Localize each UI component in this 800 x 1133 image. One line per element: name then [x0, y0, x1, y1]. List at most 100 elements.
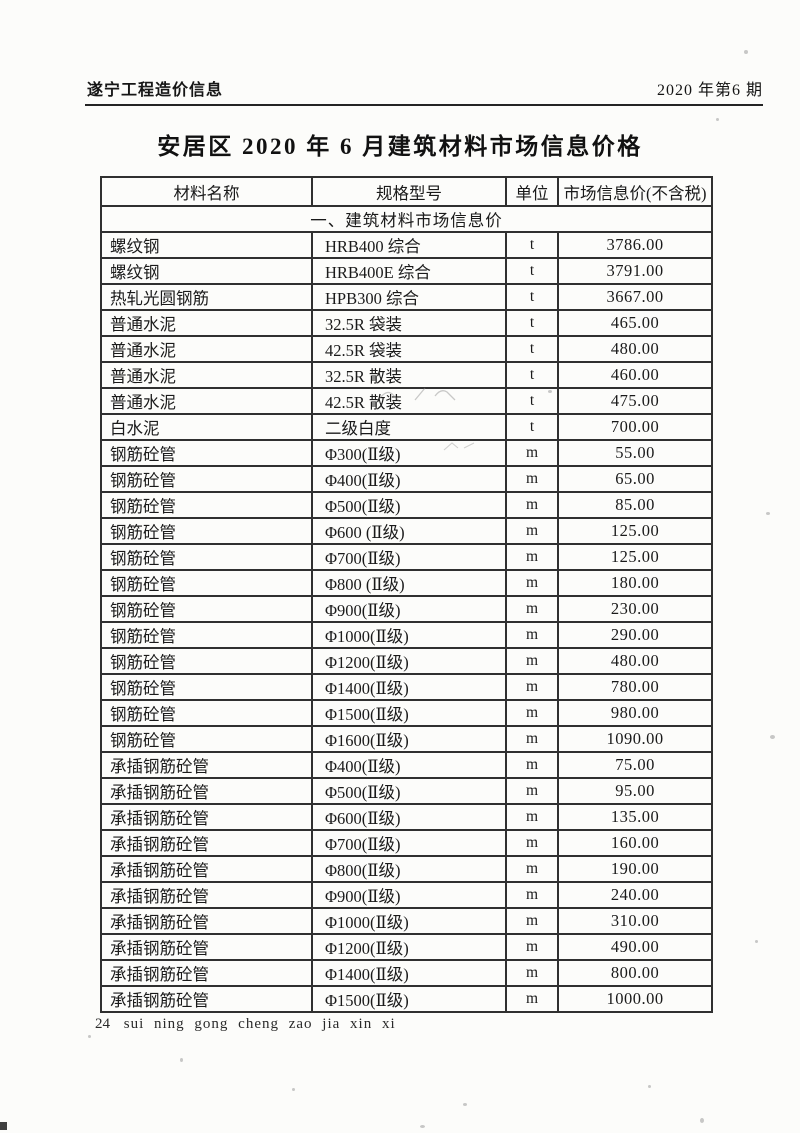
spec-cell: Φ500(Ⅱ级): [311, 491, 507, 519]
section-header-row: 一、建筑材料市场信息价: [100, 205, 713, 233]
document-title: 安居区 2020 年 6 月建筑材料市场信息价格: [157, 134, 643, 159]
unit-cell: m: [505, 543, 559, 571]
price-cell: 65.00: [557, 465, 713, 493]
spec-cell: 32.5R 袋装: [311, 309, 507, 337]
price-cell: 800.00: [557, 959, 713, 987]
table-row: 普通水泥 42.5R 袋装 t 480.00: [100, 335, 713, 363]
unit-cell: m: [505, 595, 559, 623]
price-cell: 1000.00: [557, 985, 713, 1013]
table-row: 钢筋砼管 Φ900(Ⅱ级) m 230.00: [100, 595, 713, 623]
unit-cell: m: [505, 465, 559, 493]
material-name-cell: 承插钢筋砼管: [100, 933, 313, 961]
material-name-cell: 承插钢筋砼管: [100, 855, 313, 883]
material-name-cell: 白水泥: [100, 413, 313, 441]
journal-title: 遂宁工程造价信息: [87, 82, 224, 99]
unit-cell: t: [505, 413, 559, 441]
material-name-cell: 钢筋砼管: [100, 517, 313, 545]
material-name-cell: 螺纹钢: [100, 231, 313, 259]
material-name-cell: 螺纹钢: [100, 257, 313, 285]
page-footer: 24 sui ning gong cheng zao jia xin xi: [95, 1016, 396, 1033]
price-cell: 490.00: [557, 933, 713, 961]
table-row: 热轧光圆钢筋 HPB300 综合 t 3667.00: [100, 283, 713, 311]
table-row: 白水泥 二级白度 t 700.00: [100, 413, 713, 441]
price-cell: 480.00: [557, 647, 713, 675]
unit-cell: m: [505, 621, 559, 649]
material-name-cell: 普通水泥: [100, 335, 313, 363]
table-row: 承插钢筋砼管 Φ900(Ⅱ级) m 240.00: [100, 881, 713, 909]
table-row: 承插钢筋砼管 Φ400(Ⅱ级) m 75.00: [100, 751, 713, 779]
material-name-cell: 钢筋砼管: [100, 647, 313, 675]
price-cell: 230.00: [557, 595, 713, 623]
unit-cell: m: [505, 829, 559, 857]
table-row: 钢筋砼管 Φ700(Ⅱ级) m 125.00: [100, 543, 713, 571]
column-header-price: 市场信息价(不含税): [557, 176, 713, 207]
material-name-cell: 普通水泥: [100, 361, 313, 389]
material-name-cell: 承插钢筋砼管: [100, 777, 313, 805]
material-name-cell: 钢筋砼管: [100, 595, 313, 623]
price-cell: 160.00: [557, 829, 713, 857]
material-name-cell: 钢筋砼管: [100, 465, 313, 493]
unit-cell: m: [505, 491, 559, 519]
unit-cell: m: [505, 569, 559, 597]
spec-cell: Φ400(Ⅱ级): [311, 465, 507, 493]
material-name-cell: 普通水泥: [100, 309, 313, 337]
price-cell: 135.00: [557, 803, 713, 831]
table-row: 钢筋砼管 Φ800 (Ⅱ级) m 180.00: [100, 569, 713, 597]
price-cell: 465.00: [557, 309, 713, 337]
table-row: 承插钢筋砼管 Φ1500(Ⅱ级) m 1000.00: [100, 985, 713, 1013]
table-row: 普通水泥 42.5R 散装 t 475.00: [100, 387, 713, 415]
material-name-cell: 钢筋砼管: [100, 673, 313, 701]
price-cell: 55.00: [557, 439, 713, 467]
table-header-row: 材料名称 规格型号 单位 市场信息价(不含税): [100, 176, 713, 207]
unit-cell: m: [505, 881, 559, 909]
material-name-cell: 承插钢筋砼管: [100, 803, 313, 831]
table-row: 钢筋砼管 Φ400(Ⅱ级) m 65.00: [100, 465, 713, 493]
footer-pinyin: sui ning gong cheng zao jia xin xi: [123, 1016, 396, 1032]
unit-cell: m: [505, 699, 559, 727]
unit-cell: m: [505, 933, 559, 961]
spec-cell: 32.5R 散装: [311, 361, 507, 389]
unit-cell: t: [505, 309, 559, 337]
table-row: 钢筋砼管 Φ300(Ⅱ级) m 55.00: [100, 439, 713, 467]
unit-cell: m: [505, 985, 559, 1013]
unit-cell: t: [505, 231, 559, 259]
price-cell: 75.00: [557, 751, 713, 779]
spec-cell: Φ400(Ⅱ级): [311, 751, 507, 779]
column-header-unit: 单位: [505, 176, 559, 207]
spec-cell: HPB300 综合: [311, 283, 507, 311]
table-row: 承插钢筋砼管 Φ1000(Ⅱ级) m 310.00: [100, 907, 713, 935]
table-row: 承插钢筋砼管 Φ1400(Ⅱ级) m 800.00: [100, 959, 713, 987]
price-cell: 475.00: [557, 387, 713, 415]
table-row: 钢筋砼管 Φ1200(Ⅱ级) m 480.00: [100, 647, 713, 675]
material-name-cell: 钢筋砼管: [100, 569, 313, 597]
table-row: 普通水泥 32.5R 散装 t 460.00: [100, 361, 713, 389]
spec-cell: Φ800 (Ⅱ级): [311, 569, 507, 597]
price-cell: 125.00: [557, 517, 713, 545]
table-row: 钢筋砼管 Φ1600(Ⅱ级) m 1090.00: [100, 725, 713, 753]
header-rule: [85, 104, 763, 106]
table-row: 螺纹钢 HRB400E 综合 t 3791.00: [100, 257, 713, 285]
unit-cell: m: [505, 907, 559, 935]
price-cell: 780.00: [557, 673, 713, 701]
pencil-scribble-small: [443, 442, 475, 451]
pencil-scribble: [379, 387, 456, 403]
price-cell: 190.00: [557, 855, 713, 883]
price-cell: 460.00: [557, 361, 713, 389]
unit-cell: t: [505, 257, 559, 285]
material-name-cell: 钢筋砼管: [100, 621, 313, 649]
spec-cell: HRB400 综合: [311, 231, 507, 259]
table-row: 承插钢筋砼管 Φ800(Ⅱ级) m 190.00: [100, 855, 713, 883]
material-name-cell: 钢筋砼管: [100, 725, 313, 753]
material-name-cell: 钢筋砼管: [100, 491, 313, 519]
material-name-cell: 钢筋砼管: [100, 439, 313, 467]
price-table: 材料名称 规格型号 单位 市场信息价(不含税) 一、建筑材料市场信息价 螺纹钢 H…: [100, 176, 713, 1013]
material-name-cell: 钢筋砼管: [100, 699, 313, 727]
price-cell: 480.00: [557, 335, 713, 363]
spec-cell: Φ600(Ⅱ级): [311, 803, 507, 831]
material-name-cell: 承插钢筋砼管: [100, 829, 313, 857]
material-name-cell: 热轧光圆钢筋: [100, 283, 313, 311]
unit-cell: m: [505, 855, 559, 883]
column-header-spec: 规格型号: [311, 176, 507, 207]
spec-cell: Φ1400(Ⅱ级): [311, 673, 507, 701]
unit-cell: m: [505, 647, 559, 675]
